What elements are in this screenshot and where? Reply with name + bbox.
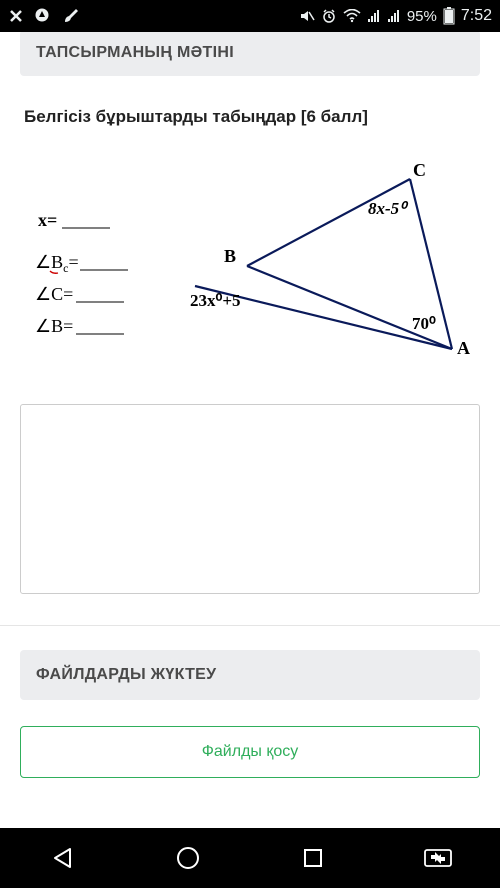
svg-text:∠Bc=: ∠Bc= bbox=[35, 252, 79, 275]
battery-icon bbox=[443, 7, 455, 25]
mute-icon bbox=[299, 8, 315, 24]
svg-text:∠B=: ∠B= bbox=[35, 316, 73, 336]
diagram-container: x= ∠Bc= ∠C= ∠B= B C A 8x-5⁰ 23x⁰+5 70⁰ bbox=[20, 154, 480, 374]
switch-button[interactable] bbox=[421, 841, 455, 875]
geometry-diagram: x= ∠Bc= ∠C= ∠B= B C A 8x-5⁰ 23x⁰+5 70⁰ bbox=[20, 154, 480, 374]
add-file-button[interactable]: Файлды қосу bbox=[20, 726, 480, 778]
alarm-icon bbox=[321, 8, 337, 24]
circle-home-icon bbox=[175, 845, 201, 871]
svg-text:∠C=: ∠C= bbox=[35, 284, 73, 304]
status-bar: 95% 7:52 bbox=[0, 0, 500, 32]
task-header: ТАПСЫРМАНЫҢ МӘТІНІ bbox=[20, 32, 480, 76]
answer-textarea[interactable] bbox=[20, 404, 480, 594]
nav-bar bbox=[0, 828, 500, 888]
back-button[interactable] bbox=[46, 841, 80, 875]
svg-text:70⁰: 70⁰ bbox=[412, 314, 436, 333]
svg-text:23x⁰+5: 23x⁰+5 bbox=[190, 291, 241, 310]
upload-header: ФАЙЛДАРДЫ ЖҮКТЕУ bbox=[20, 650, 480, 700]
browser-icon bbox=[34, 7, 52, 25]
status-right: 95% 7:52 bbox=[299, 7, 492, 25]
content-area: ТАПСЫРМАНЫҢ МӘТІНІ Белгісіз бұрыштарды т… bbox=[0, 32, 500, 828]
x-icon bbox=[8, 8, 24, 24]
battery-text: 95% bbox=[407, 8, 437, 25]
time-text: 7:52 bbox=[461, 7, 492, 25]
signal2-icon bbox=[387, 9, 401, 23]
signal1-icon bbox=[367, 9, 381, 23]
home-button[interactable] bbox=[171, 841, 205, 875]
svg-text:B: B bbox=[224, 246, 236, 266]
svg-text:8x-5⁰: 8x-5⁰ bbox=[368, 199, 409, 218]
brush-icon bbox=[62, 7, 80, 25]
svg-text:A: A bbox=[457, 338, 470, 358]
recent-button[interactable] bbox=[296, 841, 330, 875]
triangle: B C A 8x-5⁰ 23x⁰+5 70⁰ bbox=[190, 160, 470, 358]
svg-text:x=: x= bbox=[38, 210, 57, 230]
status-left bbox=[8, 7, 80, 25]
wifi-icon bbox=[343, 9, 361, 23]
switch-icon bbox=[423, 847, 453, 869]
svg-text:C: C bbox=[413, 160, 426, 180]
question-text: Белгісіз бұрыштарды табыңдар [6 балл] bbox=[24, 104, 476, 130]
square-recent-icon bbox=[301, 846, 325, 870]
triangle-back-icon bbox=[50, 845, 76, 871]
divider bbox=[0, 625, 500, 626]
